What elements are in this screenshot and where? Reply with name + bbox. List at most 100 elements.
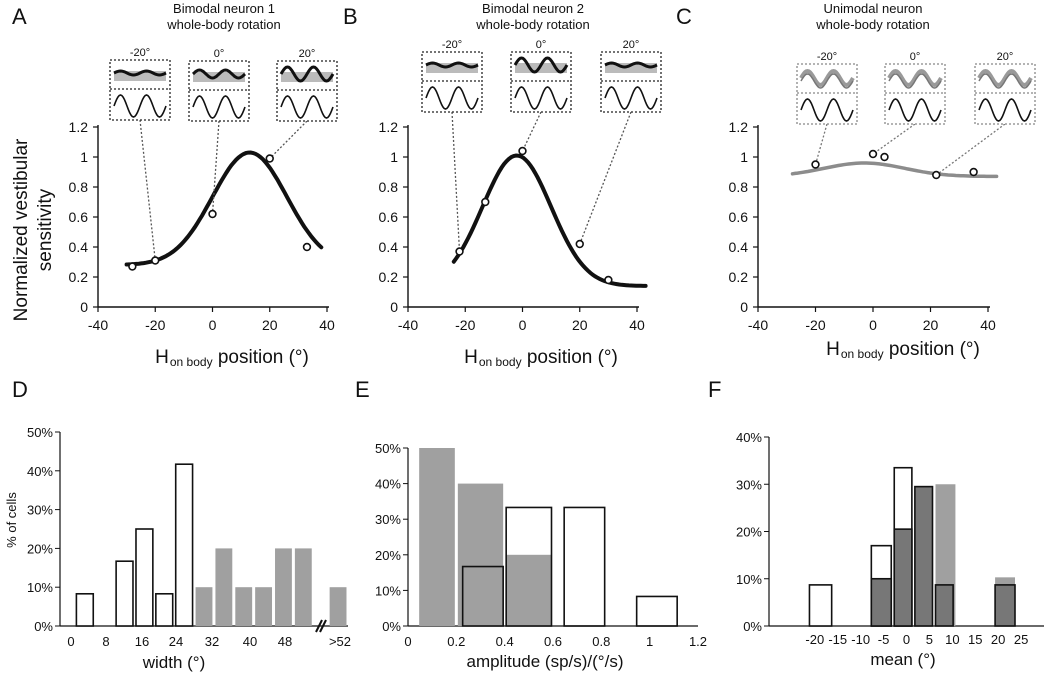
y-tick-label-a: 1.2 — [69, 119, 89, 135]
y-tick-label-b: 0.4 — [379, 239, 399, 255]
x-tick-label-b: -20 — [455, 317, 475, 333]
bar-d-gray — [235, 587, 253, 626]
inset-label-b: 20° — [623, 39, 640, 51]
x-tick-label-f: -20 — [805, 632, 824, 647]
x-tick-label-d: 40 — [243, 634, 257, 649]
x-tick-label-d: 8 — [102, 634, 109, 649]
data-point-b — [455, 247, 464, 256]
x-tick-label-a: 40 — [319, 317, 335, 333]
x-tick-label-a: 20 — [262, 317, 278, 333]
bar-f-dark — [934, 584, 954, 627]
y-tick-label-c: 0.6 — [729, 209, 749, 225]
bar-f-dark — [870, 577, 893, 627]
bar-d-white — [174, 463, 194, 627]
response-trace — [279, 65, 335, 83]
x-tick-label-c: 0 — [869, 317, 877, 333]
x-tick-label-e: 0.2 — [447, 634, 465, 649]
x-tick-label-d: 32 — [205, 634, 219, 649]
y-tick-label-c: 1.2 — [729, 119, 749, 135]
bar-f-dark — [893, 528, 913, 627]
y-tick-label-e: 30% — [375, 512, 401, 527]
y-tick-label-d: 0% — [34, 619, 53, 634]
response-trace — [604, 61, 658, 69]
inset-a — [188, 60, 250, 122]
y-tick-label-b: 0.2 — [379, 269, 399, 285]
inset-frame — [510, 51, 572, 113]
gray-band — [426, 63, 478, 73]
x-tick-label-e: 1.2 — [689, 634, 707, 649]
y-tick-label-a: 0.4 — [69, 239, 89, 255]
bar-e-white — [505, 506, 553, 627]
inset-leader-a — [139, 119, 156, 261]
inset-c — [796, 63, 858, 125]
xlabel-f: mean (°) — [870, 650, 935, 669]
inset-frame — [276, 60, 338, 122]
stimulus-trace — [888, 98, 942, 122]
stimulus-trace — [514, 86, 568, 110]
y-tick-label-c: 0.8 — [729, 179, 749, 195]
x-tick-label-e: 0 — [404, 634, 411, 649]
inset-label-b: -20° — [442, 39, 462, 51]
response-trace — [977, 68, 1033, 88]
y-tick-label-b: 1.2 — [379, 119, 399, 135]
inset-frame — [421, 51, 483, 113]
bar-d-gray — [215, 548, 233, 626]
gray-band — [193, 72, 245, 82]
response-trace — [887, 68, 943, 88]
panel-letter-b: B — [343, 4, 358, 29]
y-tick-label-f: 30% — [736, 477, 762, 492]
x-tick-label-a: -40 — [88, 317, 108, 333]
xlabel-a-h: H — [155, 347, 169, 368]
y-tick-label-e: 0% — [382, 619, 401, 634]
stimulus-trace — [192, 95, 246, 119]
x-tick-label-f: 10 — [945, 632, 959, 647]
data-point-b — [604, 275, 613, 285]
y-tick-label-e: 50% — [375, 441, 401, 456]
subtitle-c: whole-body rotation — [815, 17, 929, 32]
panel-letter-d: D — [12, 377, 28, 402]
x-tick-label-f: 20 — [991, 632, 1005, 647]
bar-d-white — [135, 528, 154, 627]
x-tick-label-d: 0 — [67, 634, 74, 649]
y-tick-label-a: 0.2 — [69, 269, 89, 285]
y-tick-label-a: 0.8 — [69, 179, 89, 195]
data-point-b — [518, 146, 527, 156]
panel-letter-e: E — [355, 377, 370, 402]
inset-leader-b — [579, 111, 632, 245]
x-tick-label-f: 15 — [968, 632, 982, 647]
inset-label-a: -20° — [130, 47, 150, 59]
y-tick-label-b: 0.6 — [379, 209, 399, 225]
ylabel-a-line1: Normalized vestibular — [11, 138, 32, 321]
stimulus-trace — [280, 95, 334, 119]
bar-e-white — [563, 506, 606, 627]
xlabel-b-sub: on body — [479, 355, 522, 369]
xlabel-a: Hon body position (°) — [155, 347, 309, 369]
inset-a — [276, 60, 338, 122]
data-point-a — [265, 154, 274, 163]
panel-letter-f: F — [708, 377, 721, 402]
x-tick-label-f: -15 — [828, 632, 847, 647]
tuning-curve-c — [790, 161, 999, 179]
inset-leader-c — [935, 123, 1006, 176]
y-tick-label-d: 50% — [27, 425, 53, 440]
xlabel-b-rest: position (°) — [522, 347, 618, 368]
bar-d-gray — [195, 587, 213, 626]
bar-e-white — [635, 595, 678, 627]
tuning-curve-b — [451, 153, 648, 288]
bar-e-gray — [419, 448, 455, 626]
response-trace — [425, 61, 479, 69]
x-tick-label-c: -40 — [748, 317, 768, 333]
stimulus-trace — [800, 98, 854, 122]
response-trace — [191, 68, 247, 80]
x-tick-label-f: 0 — [903, 632, 910, 647]
x-tick-label-c: 20 — [923, 317, 939, 333]
bar-e-gray — [457, 483, 504, 626]
xlabel-b: Hon body position (°) — [464, 347, 618, 369]
y-tick-label-a: 1 — [80, 149, 88, 165]
y-tick-label-d: 40% — [27, 464, 53, 479]
bar-f-dark — [914, 485, 934, 627]
xlabel-b-h: H — [464, 347, 478, 368]
axis-break-d — [315, 619, 323, 633]
title-c: Unimodal neuron — [823, 1, 922, 16]
